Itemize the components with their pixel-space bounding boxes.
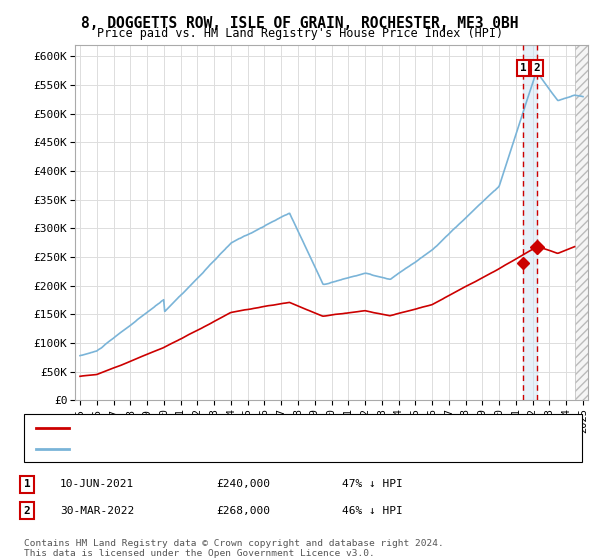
Bar bbox=[523, 45, 537, 400]
Text: 8, DOGGETTS ROW, ISLE OF GRAIN, ROCHESTER, ME3 0BH: 8, DOGGETTS ROW, ISLE OF GRAIN, ROCHESTE… bbox=[81, 16, 519, 31]
Text: 2: 2 bbox=[533, 63, 540, 73]
Text: HPI: Average price, detached house, Medway: HPI: Average price, detached house, Medw… bbox=[75, 444, 337, 454]
Text: Price paid vs. HM Land Registry's House Price Index (HPI): Price paid vs. HM Land Registry's House … bbox=[97, 27, 503, 40]
Text: 2: 2 bbox=[23, 506, 31, 516]
Text: £268,000: £268,000 bbox=[216, 506, 270, 516]
Text: 30-MAR-2022: 30-MAR-2022 bbox=[60, 506, 134, 516]
Text: Contains HM Land Registry data © Crown copyright and database right 2024.
This d: Contains HM Land Registry data © Crown c… bbox=[24, 539, 444, 558]
Text: £240,000: £240,000 bbox=[216, 479, 270, 489]
Text: 1: 1 bbox=[23, 479, 31, 489]
Text: 47% ↓ HPI: 47% ↓ HPI bbox=[342, 479, 403, 489]
Bar bbox=[575, 45, 600, 400]
Text: 46% ↓ HPI: 46% ↓ HPI bbox=[342, 506, 403, 516]
Text: 8, DOGGETTS ROW, ISLE OF GRAIN, ROCHESTER, ME3 0BH (detached house): 8, DOGGETTS ROW, ISLE OF GRAIN, ROCHESTE… bbox=[75, 423, 494, 433]
Text: 1: 1 bbox=[520, 63, 527, 73]
Text: 10-JUN-2021: 10-JUN-2021 bbox=[60, 479, 134, 489]
